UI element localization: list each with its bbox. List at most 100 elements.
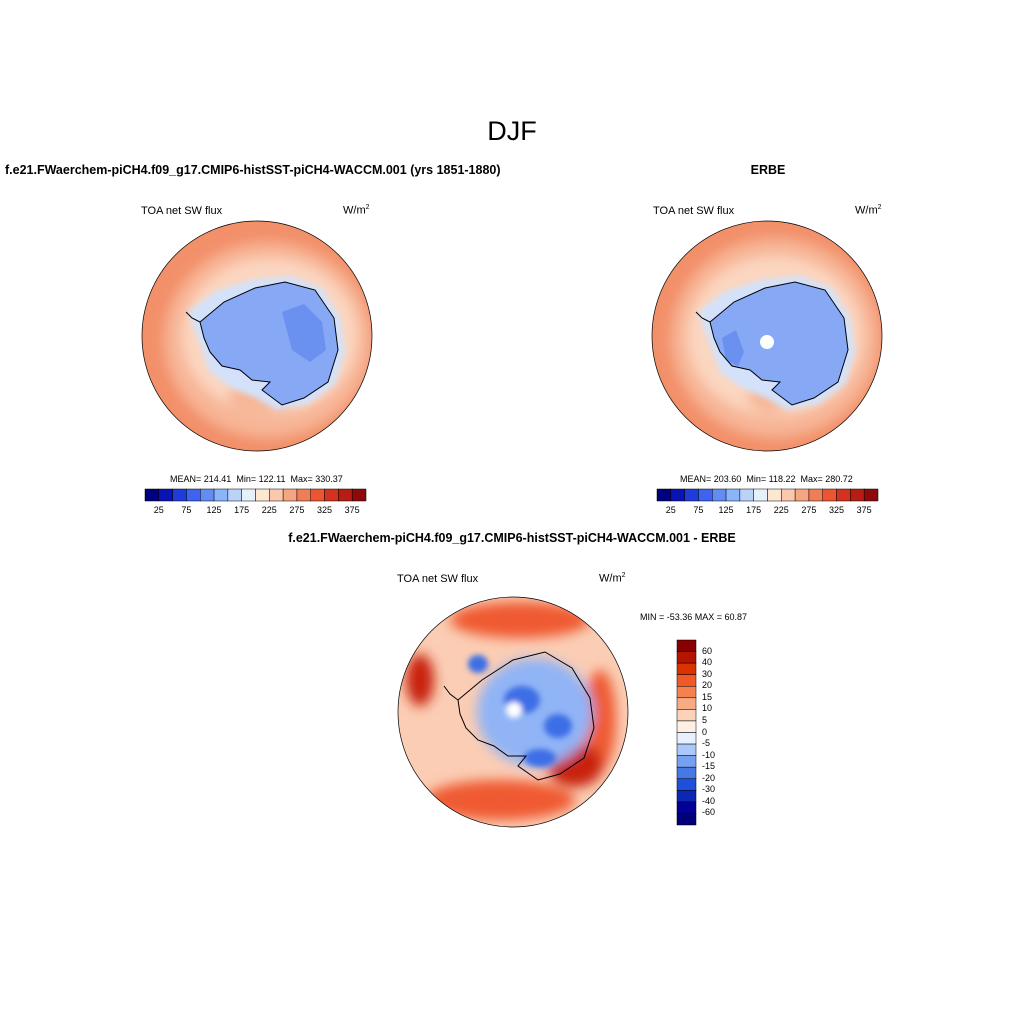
colorbar-box	[324, 488, 339, 502]
diff-hot-west	[406, 654, 434, 706]
colorbar-tick-label: 60	[702, 645, 713, 656]
colorbar-box	[676, 697, 697, 710]
colorbar-box	[712, 488, 727, 502]
model-variable-label: TOA net SW flux	[141, 205, 223, 217]
colorbar-box	[676, 766, 697, 779]
colorbar-tick-label: 225	[773, 505, 789, 515]
colorbar-box	[670, 488, 685, 502]
colorbar-box	[794, 488, 810, 502]
colorbar-tick-label: -10	[702, 749, 716, 760]
obs-variable-label: TOA net SW flux	[653, 205, 735, 217]
colorbar-box	[676, 662, 697, 675]
diff-warm-north	[450, 602, 590, 638]
colorbar-tick-label: -15	[702, 761, 716, 772]
diff-light-spot	[506, 702, 522, 718]
colorbar-box	[781, 488, 796, 502]
colorbar-tick-label: 40	[702, 657, 713, 668]
diff-panel-title: f.e21.FWaerchem-piCH4.f09_g17.CMIP6-hist…	[288, 531, 736, 545]
colorbar-tick-label: 0	[702, 726, 708, 737]
colorbar-box	[863, 488, 879, 502]
obs-pole-hole	[760, 335, 774, 349]
colorbar-box	[676, 720, 697, 733]
colorbar-box	[698, 488, 713, 502]
colorbar-tick-label: 75	[181, 505, 192, 515]
model-map-border	[141, 220, 373, 452]
diff-coastline	[443, 651, 595, 781]
colorbar-box	[684, 488, 699, 502]
colorbar-box	[241, 488, 256, 502]
colorbar-tick-label: -40	[702, 795, 716, 806]
colorbar-tick-label: 275	[801, 505, 817, 515]
model-map	[142, 221, 372, 451]
colorbar-box	[255, 488, 270, 502]
colorbar-tick-label: 15	[702, 691, 713, 702]
colorbar-box	[836, 488, 851, 502]
colorbar-tick-label: 225	[261, 505, 277, 515]
obs-coastline	[695, 281, 849, 406]
figure-title: DJF	[487, 116, 537, 146]
colorbar-tick-label: 20	[702, 680, 713, 691]
colorbar-tick-label: -30	[702, 784, 716, 795]
colorbar-tick-label: 325	[317, 505, 333, 515]
colorbar-box	[676, 778, 697, 791]
colorbar-tick-label: -20	[702, 772, 716, 783]
colorbar-box	[676, 813, 697, 826]
colorbar-box	[767, 488, 782, 502]
colorbar-tick-label: -60	[702, 807, 716, 818]
colorbar-box	[822, 488, 837, 502]
colorbar-tick-label: 125	[206, 505, 222, 515]
obs-map-border	[651, 220, 883, 452]
colorbar-box	[676, 639, 697, 652]
obs-antarctica	[710, 282, 848, 405]
diff-cold-spot-3	[524, 749, 556, 767]
colorbar-tick-label: 275	[289, 505, 305, 515]
colorbar-box	[213, 488, 229, 502]
colorbar-box	[676, 651, 697, 664]
model-coastline	[185, 281, 339, 406]
diff-cold-spot-4	[468, 655, 488, 673]
model-colorbar	[144, 488, 367, 502]
colorbar-box	[296, 488, 311, 502]
colorbar-tick-label: 175	[234, 505, 250, 515]
colorbar-tick-label: 25	[153, 505, 164, 515]
colorbar-box	[808, 488, 823, 502]
colorbar-box	[310, 488, 325, 502]
colorbar-box	[338, 488, 353, 502]
obs-map	[652, 221, 882, 451]
colorbar-box	[186, 488, 201, 502]
colorbar-box	[739, 488, 754, 502]
model-stats: MEAN= 214.41 Min= 122.11 Max= 330.37	[170, 474, 343, 484]
colorbar-tick-label: 125	[718, 505, 734, 515]
colorbar-box	[351, 488, 367, 502]
colorbar-tick-label: 375	[856, 505, 872, 515]
obs-units-label: W/m2	[855, 204, 882, 217]
colorbar-box	[676, 732, 697, 745]
obs-stats: MEAN= 203.60 Min= 118.22 Max= 280.72	[680, 474, 853, 484]
obs-panel-title: ERBE	[750, 163, 786, 177]
colorbar-box	[158, 488, 173, 502]
colorbar-box	[676, 743, 697, 756]
diff-cold-spot-2	[544, 714, 572, 738]
colorbar-tick-label: 175	[746, 505, 762, 515]
colorbar-tick-label: 25	[665, 505, 676, 515]
colorbar-box	[656, 488, 672, 502]
colorbar-tick-label: 5	[702, 714, 708, 725]
diff-cool-interior	[477, 658, 593, 766]
diff-range-text: MIN = -53.36 MAX = 60.87	[640, 612, 748, 622]
model-panel-title: f.e21.FWaerchem-piCH4.f09_g17.CMIP6-hist…	[5, 163, 501, 177]
diff-variable-label: TOA net SW flux	[397, 573, 479, 585]
colorbar-box	[676, 755, 697, 768]
diff-warm-south	[425, 780, 575, 820]
colorbar-tick-label: 375	[344, 505, 360, 515]
diff-map-border	[397, 596, 629, 828]
model-land-dark	[282, 304, 326, 362]
model-units-label: W/m2	[343, 204, 370, 217]
colorbar-box	[676, 709, 697, 722]
colorbar-box	[676, 686, 697, 699]
colorbar-box	[676, 801, 697, 814]
colorbar-box	[676, 674, 697, 687]
colorbar-tick-label: -5	[702, 738, 711, 749]
diff-colorbar	[676, 639, 697, 826]
diff-map	[398, 597, 628, 827]
